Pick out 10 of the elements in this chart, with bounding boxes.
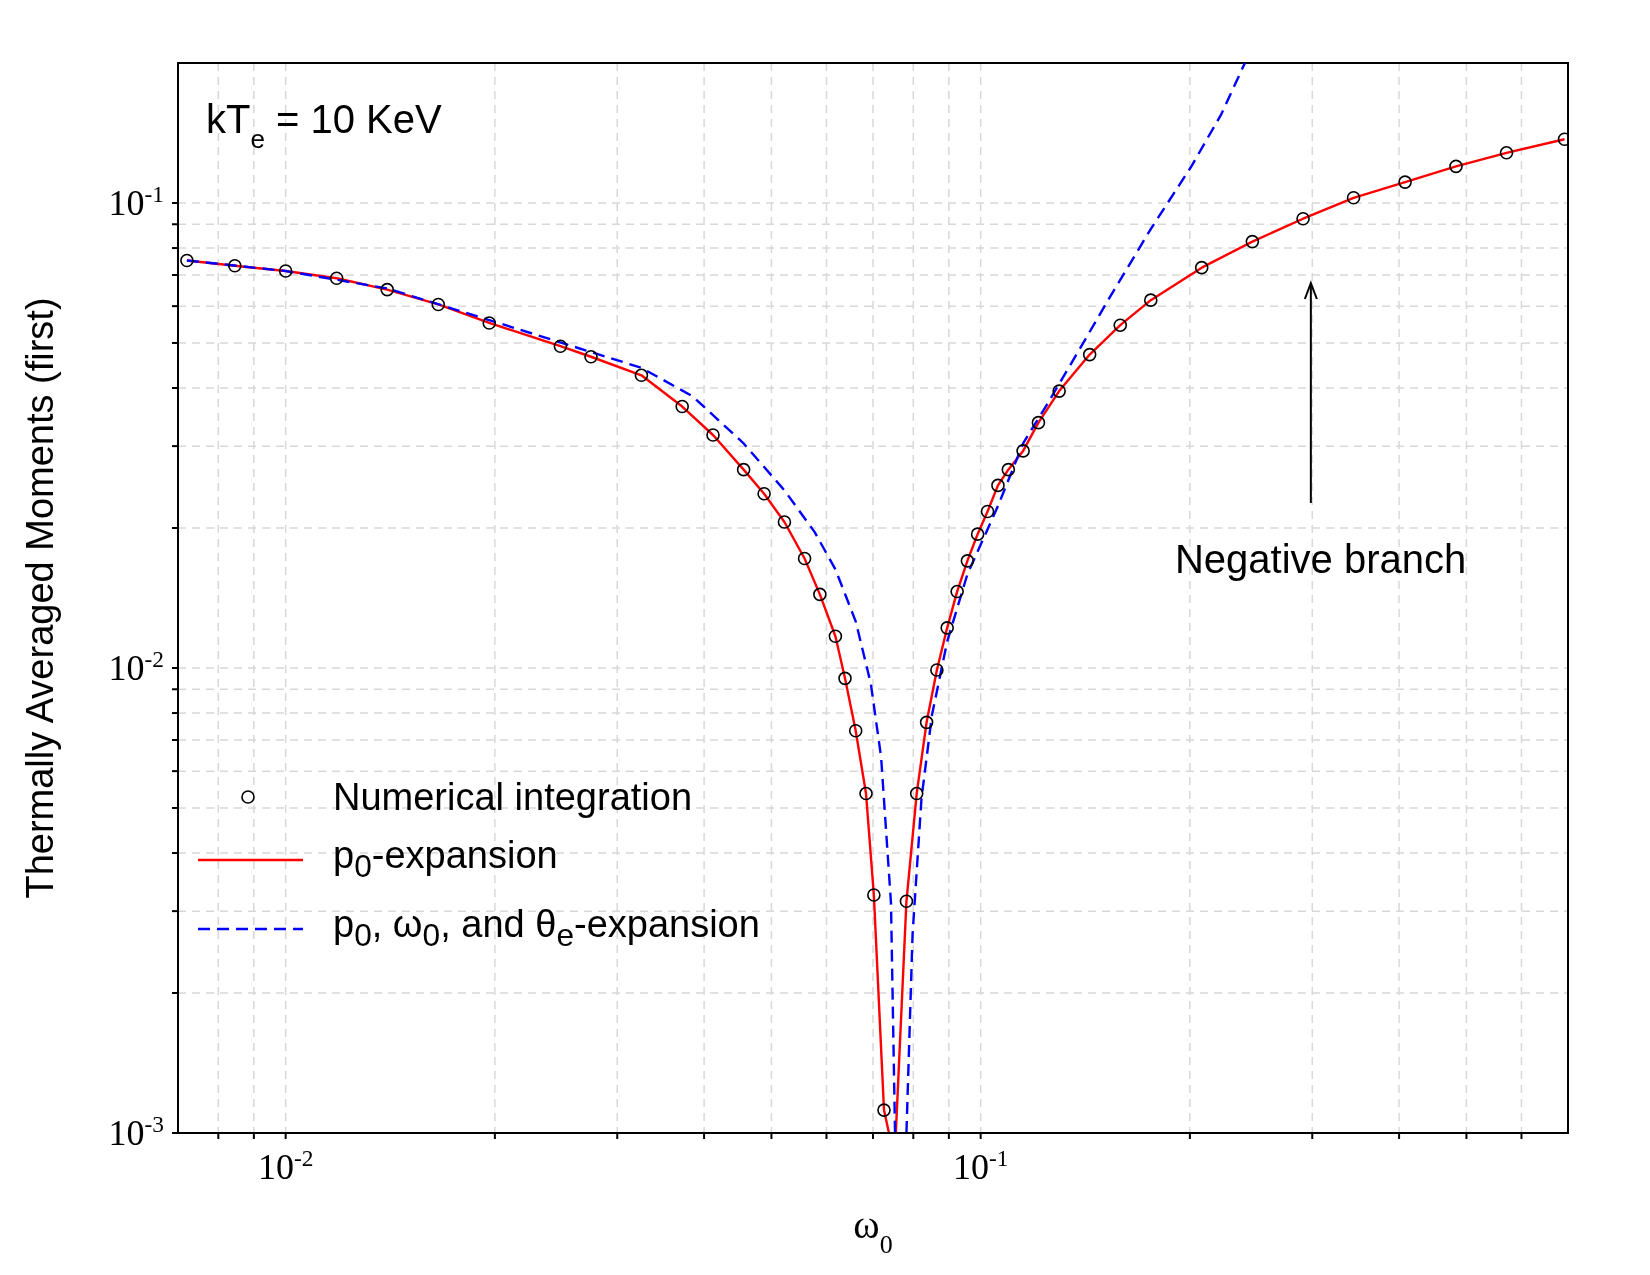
legend-label: p$_{0}$, ω$_{0}$, and θ$_{e}$-expansion [333, 901, 760, 955]
y-tick-label: 10$^{-2}$ [108, 645, 164, 688]
y-axis-title: Thermally Averaged Moments (first) [19, 297, 61, 899]
y-tick-label: 10$^{-1}$ [108, 180, 164, 223]
legend-label: Numerical integration [333, 775, 693, 820]
annotation: Negative branch [1174, 537, 1467, 581]
x-axis-title: ω$_{0}$ [853, 1202, 893, 1259]
y-tick-label: 10$^{-3}$ [108, 1111, 164, 1153]
annotation: kT$_{e}$ = 10 KeV [206, 97, 443, 154]
legend-label: p$_{0}$-expansion [333, 833, 558, 886]
